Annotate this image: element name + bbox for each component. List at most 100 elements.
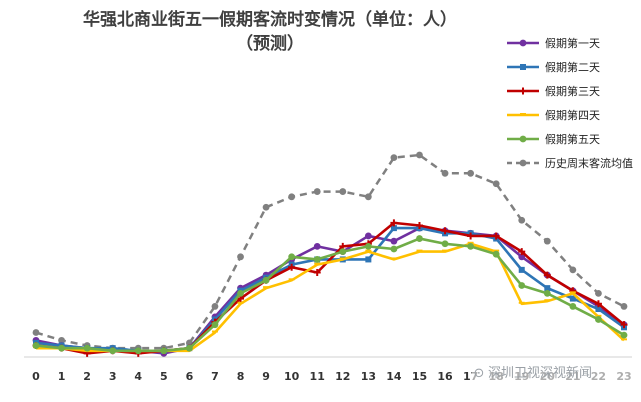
data-point — [416, 235, 423, 242]
data-point — [467, 169, 475, 177]
data-point — [364, 193, 372, 201]
data-point — [518, 216, 526, 224]
data-point — [313, 268, 321, 276]
x-tick-label: 14 — [386, 370, 402, 383]
legend-label: 假期第五天 — [545, 133, 600, 146]
data-point — [237, 289, 244, 297]
data-point — [492, 250, 500, 258]
data-point — [390, 219, 398, 227]
data-point — [594, 300, 602, 308]
data-point — [390, 245, 398, 253]
legend-item: 假期第二天 — [505, 56, 641, 80]
data-point — [467, 242, 475, 250]
x-tick-label: 8 — [237, 370, 245, 383]
data-point — [544, 285, 551, 292]
data-point — [364, 232, 372, 240]
series-6 — [32, 151, 628, 352]
data-point — [339, 248, 347, 256]
data-point — [620, 303, 628, 310]
data-point — [595, 306, 602, 313]
x-tick-label: 15 — [412, 370, 427, 383]
data-point — [364, 242, 372, 250]
legend-swatch — [507, 113, 539, 117]
x-tick-label: 12 — [335, 370, 350, 383]
series-line — [35, 221, 625, 355]
data-point — [58, 336, 65, 344]
data-point — [492, 180, 500, 188]
data-point — [313, 242, 321, 250]
x-tick-label: 1 — [58, 370, 66, 383]
data-point — [543, 271, 551, 279]
data-point — [134, 347, 142, 355]
data-point — [288, 263, 296, 271]
legend-label: 假期第二天 — [545, 61, 600, 74]
x-tick-label: 0 — [32, 370, 40, 383]
data-point — [365, 256, 372, 263]
data-point — [211, 303, 219, 310]
data-point — [390, 225, 397, 232]
data-point — [313, 256, 321, 263]
data-point — [58, 344, 65, 352]
data-point — [185, 344, 193, 352]
data-point — [32, 342, 40, 349]
wechat-icon: ⊙ — [473, 366, 485, 381]
data-point — [595, 289, 602, 297]
series-5 — [32, 235, 628, 355]
data-point — [467, 232, 475, 240]
legend-item: 假期第五天 — [505, 128, 641, 152]
data-point — [237, 253, 244, 261]
x-tick-label: 11 — [310, 370, 325, 383]
data-point — [620, 331, 628, 339]
legend-label: 假期第四天 — [545, 109, 600, 122]
data-point — [441, 240, 449, 248]
data-point — [518, 253, 526, 261]
chart-title: 华强北商业街五一假期客流时变情况（单位：人） — [83, 10, 457, 30]
legend-swatch — [507, 135, 539, 143]
data-point — [543, 289, 551, 297]
data-point — [288, 253, 296, 261]
legend-marker — [519, 87, 527, 95]
x-tick-label: 10 — [284, 370, 300, 383]
data-point — [569, 266, 577, 274]
legend-item: 假期第四天 — [505, 104, 641, 128]
data-point — [441, 169, 449, 177]
x-tick-label: 2 — [83, 370, 91, 383]
data-point — [415, 222, 423, 229]
legend-swatch — [507, 39, 539, 47]
legend-label: 历史周末客流均值 — [545, 157, 633, 170]
data-point — [518, 266, 525, 273]
data-point — [543, 237, 551, 245]
legend-marker — [519, 159, 527, 167]
data-point — [262, 203, 270, 211]
data-point — [109, 347, 117, 355]
watermark: ⊙ 深圳卫视深视新闻 — [472, 362, 634, 386]
chart-title-block: 华强北商业街五一假期客流时变情况（单位：人） （预测） — [70, 8, 470, 56]
legend-swatch — [507, 159, 539, 167]
legend-item: 假期第一天 — [505, 32, 641, 56]
x-tick-label: 3 — [109, 370, 117, 383]
data-point — [339, 188, 347, 195]
data-point — [569, 303, 577, 310]
legend-label: 假期第三天 — [545, 85, 600, 98]
chart-subtitle: （预测） — [236, 34, 304, 54]
data-point — [211, 321, 219, 329]
data-point — [620, 321, 628, 329]
legend-item: 历史周末客流均值 — [505, 152, 641, 176]
watermark-text: 深圳卫视深视新闻 — [488, 366, 593, 381]
legend-marker — [520, 64, 526, 70]
data-point — [313, 188, 321, 195]
data-point — [160, 347, 168, 355]
data-point — [390, 237, 398, 245]
data-point — [518, 248, 526, 256]
x-tick-label: 16 — [437, 370, 453, 383]
x-tick-label: 5 — [160, 370, 168, 383]
x-tick-label: 6 — [186, 370, 194, 383]
legend-swatch — [507, 64, 539, 70]
chart-legend: 假期第一天假期第二天假期第三天假期第四天假期第五天历史周末客流均值 — [505, 32, 641, 176]
data-point — [595, 316, 602, 323]
x-tick-label: 9 — [262, 370, 270, 383]
series-line — [35, 237, 625, 353]
data-point — [32, 329, 40, 336]
data-point — [441, 227, 449, 235]
